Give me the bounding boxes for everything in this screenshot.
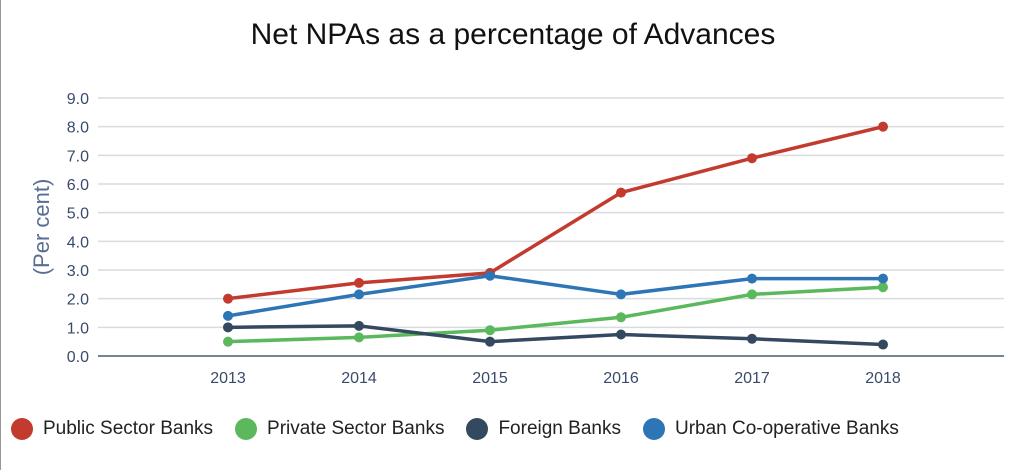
data-point bbox=[747, 333, 757, 344]
data-point bbox=[485, 325, 495, 336]
data-point bbox=[878, 273, 888, 284]
data-point bbox=[485, 336, 495, 347]
legend: Public Sector Banks Private Sector Banks F… bbox=[11, 418, 899, 440]
y-tick-label: 3.0 bbox=[67, 263, 89, 280]
y-tick-label: 4.0 bbox=[67, 234, 89, 251]
series-line bbox=[227, 324, 884, 347]
data-point bbox=[616, 289, 626, 300]
legend-label: Urban Co-operative Banks bbox=[674, 418, 899, 439]
legend-marker-icon bbox=[11, 418, 33, 440]
x-tick-label: 2013 bbox=[210, 370, 246, 387]
x-tick-label: 2018 bbox=[865, 370, 901, 387]
data-point bbox=[223, 336, 233, 347]
data-point bbox=[223, 293, 233, 304]
data-point bbox=[485, 270, 495, 281]
chart-title: Net NPAs as a percentage of Advances bbox=[250, 18, 776, 51]
y-tick-label: 2.0 bbox=[67, 292, 89, 309]
y-tick-label: 0.0 bbox=[67, 349, 89, 366]
legend-marker-icon bbox=[235, 418, 258, 440]
legend-label: Foreign Banks bbox=[498, 418, 621, 439]
data-point bbox=[878, 339, 888, 350]
legend-marker-icon bbox=[642, 418, 665, 440]
data-point bbox=[878, 282, 888, 293]
y-tick-label: 5.0 bbox=[67, 206, 89, 223]
legend-marker-icon bbox=[466, 418, 489, 440]
data-point bbox=[616, 187, 626, 198]
data-point bbox=[616, 329, 626, 340]
legend-item[interactable]: Public Sector Banks bbox=[11, 418, 213, 440]
y-tick-label: 6.0 bbox=[67, 177, 89, 194]
data-point bbox=[878, 121, 888, 132]
y-tick-label: 1.0 bbox=[67, 320, 89, 337]
data-point bbox=[354, 277, 364, 288]
series-line bbox=[227, 273, 883, 318]
data-point bbox=[354, 289, 364, 300]
x-tick-label: 2014 bbox=[341, 370, 377, 387]
data-point bbox=[747, 273, 757, 284]
x-tick-label: 2017 bbox=[734, 370, 770, 387]
data-point bbox=[616, 312, 626, 323]
data-point bbox=[354, 332, 364, 343]
y-tick-label: 8.0 bbox=[67, 120, 89, 137]
data-point bbox=[223, 310, 233, 321]
data-point bbox=[223, 322, 233, 333]
legend-item[interactable]: Private Sector Banks bbox=[235, 418, 444, 440]
y-tick-label: 9.0 bbox=[67, 91, 89, 108]
x-tick-label: 2016 bbox=[603, 370, 639, 387]
data-point bbox=[354, 320, 364, 331]
legend-item[interactable]: Foreign Banks bbox=[466, 418, 621, 440]
series-line bbox=[227, 124, 884, 301]
legend-label: Public Sector Banks bbox=[43, 418, 214, 439]
legend-item[interactable]: Urban Co-operative Banks bbox=[642, 418, 899, 440]
data-point bbox=[747, 289, 757, 300]
series-line bbox=[227, 285, 884, 344]
legend-label: Private Sector Banks bbox=[267, 418, 445, 439]
y-tick-label: 7.0 bbox=[67, 148, 89, 165]
x-tick-label: 2015 bbox=[472, 370, 508, 387]
y-axis-label: (Per cent) bbox=[29, 179, 54, 276]
data-point bbox=[747, 153, 757, 164]
